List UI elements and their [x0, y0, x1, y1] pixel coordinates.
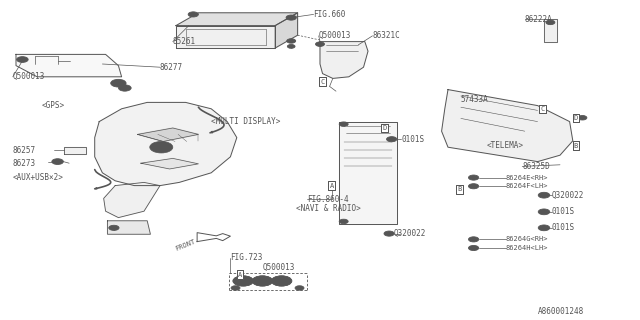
Circle shape: [295, 286, 304, 290]
Text: <MULTI DISPLAY>: <MULTI DISPLAY>: [211, 117, 280, 126]
Text: 0101S: 0101S: [401, 135, 424, 144]
Text: Q320022: Q320022: [552, 191, 584, 200]
Text: FRONT: FRONT: [174, 238, 196, 252]
Polygon shape: [64, 147, 86, 154]
Circle shape: [538, 192, 550, 198]
Text: A860001248: A860001248: [538, 307, 584, 316]
Text: Q500013: Q500013: [262, 263, 295, 272]
Text: 0101S: 0101S: [552, 223, 575, 232]
Text: <AUX+USB×2>: <AUX+USB×2>: [13, 173, 63, 182]
Circle shape: [231, 286, 240, 290]
Text: D: D: [574, 115, 578, 121]
Text: Q320022: Q320022: [394, 229, 426, 238]
Circle shape: [546, 20, 555, 25]
Circle shape: [252, 276, 273, 286]
Circle shape: [339, 219, 348, 224]
Text: 57433A: 57433A: [461, 95, 488, 104]
Text: 86273: 86273: [13, 159, 36, 168]
Polygon shape: [176, 13, 298, 26]
Circle shape: [155, 144, 168, 150]
Circle shape: [118, 85, 131, 91]
Circle shape: [287, 39, 296, 43]
Polygon shape: [320, 42, 368, 78]
Text: D: D: [383, 125, 387, 131]
Text: C: C: [541, 106, 545, 112]
Text: B: B: [458, 187, 461, 192]
Text: C: C: [541, 106, 545, 112]
Circle shape: [150, 141, 173, 153]
Polygon shape: [544, 19, 557, 42]
Text: 86325D: 86325D: [522, 162, 550, 171]
Circle shape: [111, 79, 126, 87]
Text: Q500013: Q500013: [319, 31, 351, 40]
Polygon shape: [108, 221, 150, 234]
Circle shape: [52, 159, 63, 164]
Text: Q500013: Q500013: [13, 72, 45, 81]
Polygon shape: [275, 13, 298, 48]
Text: 86264H<LH>: 86264H<LH>: [506, 245, 548, 251]
Text: C: C: [321, 79, 324, 84]
Circle shape: [316, 42, 324, 46]
Text: 85261: 85261: [173, 37, 196, 46]
Text: 86277: 86277: [160, 63, 183, 72]
Circle shape: [578, 116, 587, 120]
Text: 0101S: 0101S: [552, 207, 575, 216]
Polygon shape: [197, 233, 230, 242]
Polygon shape: [442, 90, 573, 162]
Circle shape: [17, 57, 28, 62]
Text: <GPS>: <GPS>: [42, 101, 65, 110]
Text: FIG.723: FIG.723: [230, 253, 263, 262]
Polygon shape: [95, 102, 237, 186]
Circle shape: [384, 231, 394, 236]
Text: 86222A: 86222A: [525, 15, 552, 24]
Circle shape: [339, 122, 348, 126]
Text: 86264E<RH>: 86264E<RH>: [506, 175, 548, 180]
Text: B: B: [458, 187, 461, 192]
Circle shape: [271, 276, 292, 286]
Text: B: B: [574, 143, 578, 148]
Circle shape: [468, 245, 479, 251]
Circle shape: [286, 15, 296, 20]
Circle shape: [468, 237, 479, 242]
Circle shape: [188, 12, 198, 17]
Circle shape: [287, 44, 295, 48]
Text: A: A: [238, 272, 242, 277]
Circle shape: [387, 137, 397, 142]
Polygon shape: [104, 182, 160, 218]
Circle shape: [233, 276, 253, 286]
Text: 86257: 86257: [13, 146, 36, 155]
Circle shape: [538, 209, 550, 215]
Text: 86321C: 86321C: [372, 31, 400, 40]
Text: 86264G<RH>: 86264G<RH>: [506, 236, 548, 242]
Text: C: C: [321, 79, 324, 84]
Circle shape: [468, 175, 479, 180]
Polygon shape: [339, 122, 397, 224]
Text: FIG.860-4: FIG.860-4: [307, 195, 349, 204]
Polygon shape: [16, 54, 122, 77]
Circle shape: [468, 184, 479, 189]
Circle shape: [109, 225, 119, 230]
Text: <NAVI & RADIO>: <NAVI & RADIO>: [296, 204, 360, 213]
Text: A: A: [330, 183, 333, 188]
Polygon shape: [141, 158, 198, 169]
Polygon shape: [138, 128, 198, 141]
Text: 86264F<LH>: 86264F<LH>: [506, 183, 548, 189]
Text: FIG.660: FIG.660: [314, 10, 346, 19]
Text: <TELEMA>: <TELEMA>: [486, 141, 524, 150]
Text: D: D: [383, 125, 387, 131]
Text: A: A: [238, 272, 242, 277]
Circle shape: [538, 225, 550, 231]
Text: D: D: [574, 115, 578, 121]
Polygon shape: [176, 26, 275, 48]
Text: A: A: [330, 183, 333, 188]
Text: B: B: [574, 143, 578, 148]
